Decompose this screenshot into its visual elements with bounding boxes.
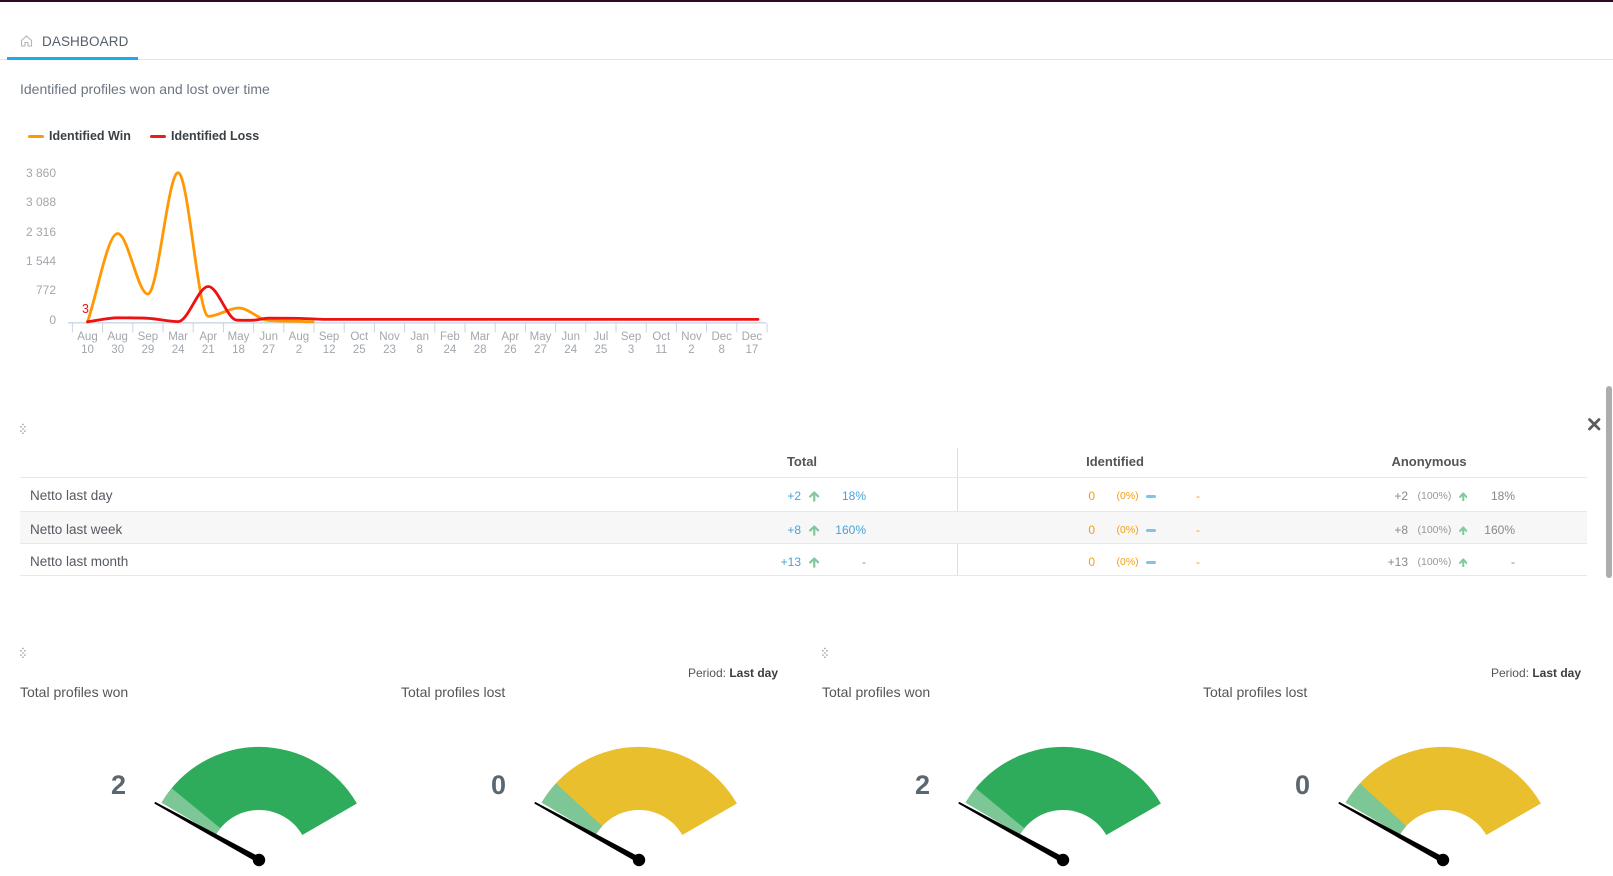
svg-text:Oct: Oct — [350, 331, 369, 343]
svg-text:Sep: Sep — [621, 331, 641, 343]
svg-text:23: 23 — [383, 344, 396, 356]
svg-text:Jun: Jun — [259, 331, 278, 343]
svg-text:3 860: 3 860 — [26, 166, 56, 180]
svg-text:Jan: Jan — [410, 331, 429, 343]
svg-text:Sep: Sep — [138, 331, 158, 343]
svg-text:Nov: Nov — [379, 331, 400, 343]
svg-text:8: 8 — [718, 344, 724, 356]
svg-text:8: 8 — [416, 344, 422, 356]
svg-text:28: 28 — [474, 344, 487, 356]
svg-text:May: May — [228, 331, 250, 343]
svg-text:3: 3 — [82, 302, 89, 316]
svg-text:Oct: Oct — [652, 331, 671, 343]
svg-text:0: 0 — [49, 313, 56, 327]
svg-text:Dec: Dec — [711, 331, 732, 343]
svg-text:25: 25 — [595, 344, 608, 356]
svg-text:Dec: Dec — [742, 331, 763, 343]
svg-text:Aug: Aug — [77, 331, 97, 343]
svg-text:29: 29 — [142, 344, 155, 356]
svg-text:26: 26 — [504, 344, 517, 356]
svg-text:Feb: Feb — [440, 331, 460, 343]
svg-text:Aug: Aug — [107, 331, 127, 343]
svg-text:3 088: 3 088 — [26, 195, 56, 209]
svg-text:24: 24 — [444, 344, 457, 356]
svg-text:27: 27 — [262, 344, 275, 356]
svg-text:Jul: Jul — [594, 331, 609, 343]
svg-text:3: 3 — [628, 344, 634, 356]
svg-text:21: 21 — [202, 344, 215, 356]
svg-text:30: 30 — [111, 344, 124, 356]
svg-text:Apr: Apr — [199, 331, 217, 343]
svg-text:17: 17 — [746, 344, 759, 356]
svg-text:772: 772 — [36, 283, 56, 297]
svg-text:Aug: Aug — [289, 331, 309, 343]
svg-text:Mar: Mar — [168, 331, 188, 343]
svg-text:Nov: Nov — [681, 331, 702, 343]
svg-text:Jun: Jun — [561, 331, 580, 343]
svg-text:25: 25 — [353, 344, 366, 356]
svg-text:24: 24 — [172, 344, 185, 356]
svg-text:27: 27 — [534, 344, 547, 356]
svg-text:2: 2 — [688, 344, 694, 356]
svg-text:11: 11 — [655, 344, 667, 356]
svg-text:12: 12 — [323, 344, 336, 356]
svg-text:2: 2 — [296, 344, 302, 356]
svg-text:Apr: Apr — [501, 331, 519, 343]
svg-text:1 544: 1 544 — [26, 254, 56, 268]
svg-text:Sep: Sep — [319, 331, 339, 343]
svg-text:May: May — [530, 331, 552, 343]
svg-text:18: 18 — [232, 344, 245, 356]
svg-text:2 316: 2 316 — [26, 225, 56, 239]
svg-text:Mar: Mar — [470, 331, 490, 343]
svg-text:10: 10 — [81, 344, 94, 356]
svg-text:24: 24 — [564, 344, 577, 356]
